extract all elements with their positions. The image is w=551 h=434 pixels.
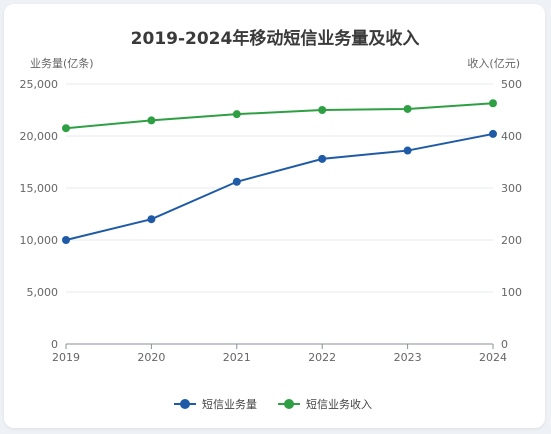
right-tick-label: 100 [501,286,522,299]
legend-marker-2[interactable] [284,399,294,409]
x-tick-label: 2020 [137,351,165,364]
right-axis-unit: 收入(亿元) [467,56,520,70]
left-tick-label: 10,000 [20,234,59,247]
series-1-point [489,129,497,138]
series-2-point [318,106,327,114]
x-tick-label: 2024 [479,351,507,364]
right-tick-label: 0 [501,338,508,351]
series-2-point [489,99,497,108]
left-tick-label: 0 [51,338,58,351]
series-line-1 [65,132,494,241]
series-1-point [62,236,70,244]
series-1-point [232,177,241,186]
series-line-2 [65,102,494,130]
series-2-point [62,124,70,133]
left-tick-label: 25,000 [20,78,59,91]
left-axis-unit: 业务量(亿条) [30,56,94,70]
series-1-point [318,154,327,163]
right-tick-label: 400 [501,130,522,143]
series-2-point [147,116,156,125]
chart-card [4,4,545,428]
left-tick-label: 5,000 [27,286,59,299]
legend-label-2[interactable]: 短信业务收入 [306,397,372,411]
gridlines [66,83,493,293]
chart-title: 2019-2024年移动短信业务量及收入 [131,28,420,49]
series-2-point [232,110,241,119]
right-tick-label: 200 [501,234,522,247]
legend-label-1[interactable]: 短信业务量 [202,397,257,411]
series-2-point [403,104,412,113]
right-tick-label: 300 [501,182,522,195]
series-1-point [147,215,156,224]
legend: 短信业务量 短信业务收入 [174,397,372,411]
legend-marker-1[interactable] [180,399,190,409]
series-1-point [403,146,412,155]
x-tick-label: 2019 [52,351,80,364]
right-tick-label: 500 [501,78,522,91]
left-tick-label: 20,000 [20,130,59,143]
axes: 0 0 5,000 100 10,000 200 15,000 300 20,000 400 25,… [20,78,523,364]
x-tick-label: 2021 [223,351,251,364]
x-tick-label: 2023 [394,351,422,364]
x-tick-label: 2022 [308,351,336,364]
series-layer [62,99,497,244]
left-tick-label: 15,000 [20,182,59,195]
